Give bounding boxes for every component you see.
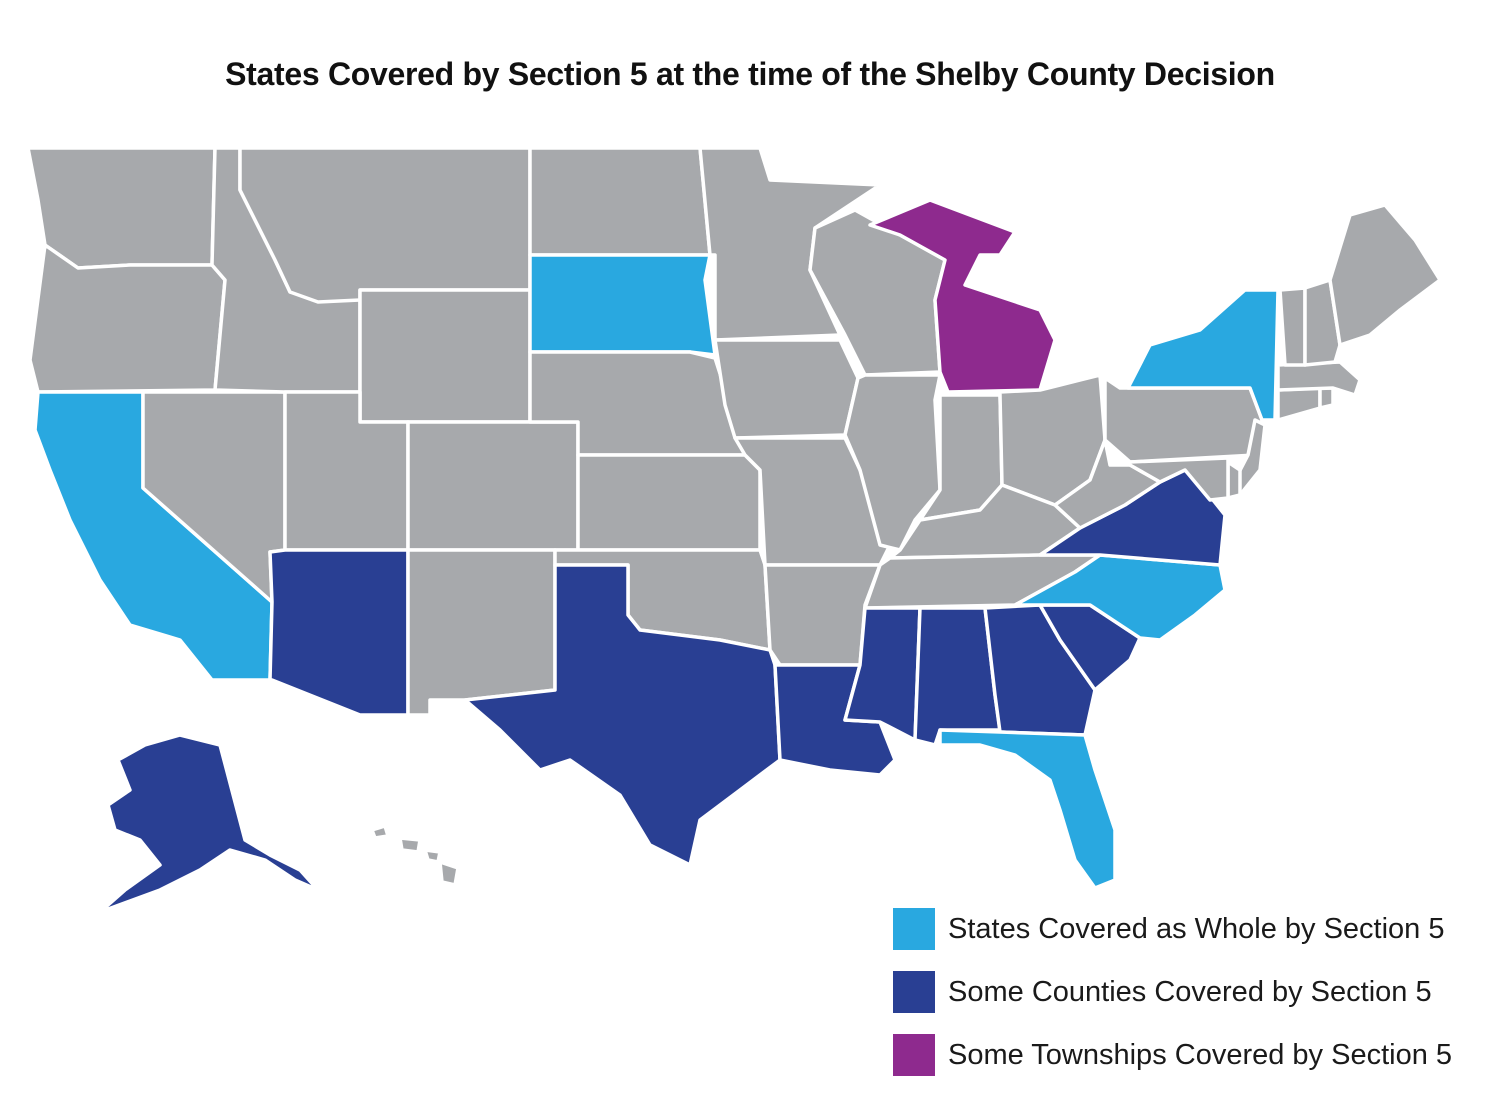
- state-nm: [406, 548, 557, 717]
- map-title: States Covered by Section 5 at the time …: [225, 56, 1275, 92]
- state-nc: [1013, 553, 1227, 642]
- state-de: [1226, 460, 1242, 500]
- state-md: [1128, 456, 1230, 502]
- state-ak: [98, 733, 320, 914]
- legend-item-townships: Some Townships Covered by Section 5: [893, 1034, 1483, 1076]
- state-ks: [576, 453, 762, 552]
- state-vt: [1278, 286, 1307, 367]
- state-nd: [528, 146, 712, 257]
- state-wy: [358, 288, 532, 424]
- map-legend: States Covered as Whole by Section 5 Som…: [893, 908, 1483, 1097]
- state-wa: [26, 146, 217, 270]
- legend-swatch-counties: [893, 971, 935, 1013]
- state-nh: [1303, 278, 1342, 367]
- state-mt: [238, 146, 532, 304]
- state-co: [406, 420, 580, 552]
- state-or: [28, 243, 227, 394]
- state-mi: [868, 198, 1057, 394]
- state-ny: [1126, 288, 1280, 422]
- state-az: [268, 548, 410, 717]
- state-hi: [370, 824, 460, 887]
- legend-item-whole: States Covered as Whole by Section 5: [893, 908, 1483, 950]
- legend-label-townships: Some Townships Covered by Section 5: [948, 1039, 1453, 1071]
- legend-label-whole: States Covered as Whole by Section 5: [948, 913, 1445, 945]
- state-pa: [1103, 376, 1264, 464]
- state-me: [1328, 203, 1442, 347]
- state-ct: [1276, 386, 1322, 422]
- state-sd: [528, 253, 717, 357]
- legend-swatch-townships: [893, 1034, 935, 1076]
- state-ma: [1276, 360, 1362, 397]
- legend-swatch-whole: [893, 908, 935, 950]
- legend-label-counties: Some Counties Covered by Section 5: [948, 976, 1432, 1008]
- state-fl: [938, 728, 1117, 890]
- legend-item-counties: Some Counties Covered by Section 5: [893, 971, 1483, 1013]
- state-ri: [1318, 386, 1335, 410]
- state-ia: [713, 338, 860, 440]
- state-tx: [463, 563, 782, 867]
